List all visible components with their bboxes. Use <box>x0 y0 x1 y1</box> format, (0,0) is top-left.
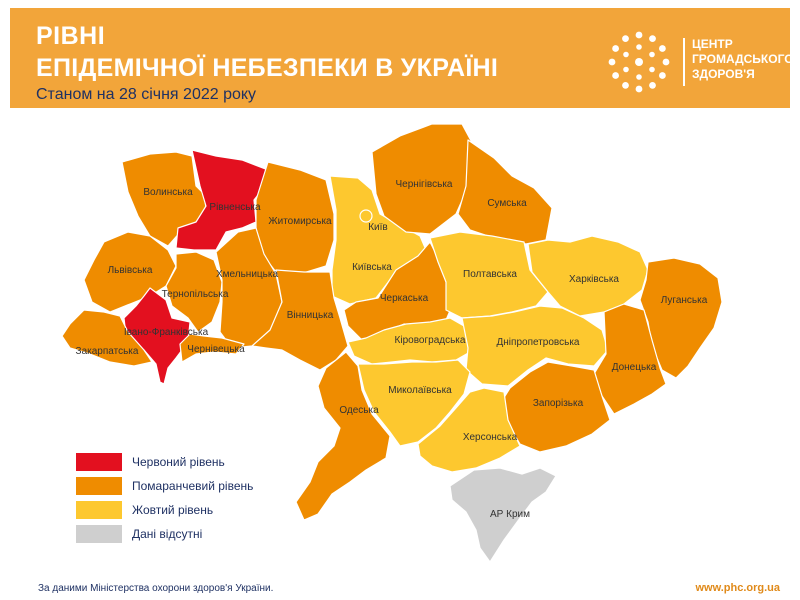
logo-text-line-2: ГРОМАДСЬКОГО <box>692 52 794 66</box>
label-donetsk: Донецька <box>612 362 657 373</box>
legend-item-gray: Дані відсутні <box>76 522 253 546</box>
region-poltava <box>429 231 549 319</box>
phc-dots-logo-icon <box>608 31 670 93</box>
label-kharkiv: Харківська <box>569 274 619 285</box>
legend: Червоний рівень Помаранчевий рівень Жовт… <box>76 450 253 546</box>
title-line-1: РІВНІ <box>36 22 106 50</box>
label-ternopil: Тернопільська <box>162 289 229 300</box>
region-kharkiv <box>527 235 649 317</box>
legend-swatch-orange <box>76 477 122 495</box>
label-sumy: Сумська <box>487 198 527 209</box>
label-dnipropetrovsk: Дніпропетровська <box>497 337 580 348</box>
logo-text-line-3: ЗДОРОВ'Я <box>692 67 755 81</box>
legend-label-gray: Дані відсутні <box>132 527 203 541</box>
label-lviv: Львівська <box>108 265 153 276</box>
label-ivano-frankivsk: Івано-Франківська <box>124 327 209 338</box>
label-odesa: Одеська <box>339 405 379 416</box>
legend-swatch-red <box>76 453 122 471</box>
label-zaporizhzhia: Запорізька <box>533 398 584 409</box>
label-zakarpattia: Закарпатська <box>76 346 139 357</box>
region-luhansk <box>639 257 723 379</box>
region-sumy <box>457 139 553 245</box>
region-ivano-frankivsk <box>123 287 191 385</box>
logo-text-line-1: ЦЕНТР <box>692 37 733 51</box>
region-crimea <box>449 467 557 563</box>
label-poltava: Полтавська <box>463 269 517 280</box>
label-kirovohrad: Кіровоградська <box>395 335 466 346</box>
region-rivne <box>175 149 269 251</box>
region-vinnytsia <box>251 269 349 371</box>
source-note: За даними Міністерства охорони здоров'я … <box>38 583 274 594</box>
label-crimea: АР Крим <box>490 509 530 520</box>
label-luhansk: Луганська <box>661 295 708 306</box>
label-vinnytsia: Вінницька <box>287 310 334 321</box>
label-cherkasy: Черкаська <box>380 293 429 304</box>
region-odesa <box>295 351 391 521</box>
label-rivne: Рівненська <box>209 202 261 213</box>
label-khmelnytskyi: Хмельницька <box>216 269 278 280</box>
label-chernihiv: Чернігівська <box>396 179 453 190</box>
legend-label-orange: Помаранчевий рівень <box>132 479 254 493</box>
logo-divider <box>683 38 685 86</box>
logo-text: ЦЕНТР ГРОМАДСЬКОГО ЗДОРОВ'Я <box>692 37 794 82</box>
legend-item-yellow: Жовтий рівень <box>76 498 253 522</box>
legend-swatch-yellow <box>76 501 122 519</box>
region-dnipropetrovsk <box>461 305 609 387</box>
region-kherson <box>417 387 521 473</box>
label-kyiv-oblast: Київська <box>352 262 392 273</box>
region-zhytomyr <box>255 161 335 275</box>
title-line-2: ЕПІДЕМІЧНОЇ НЕБЕЗПЕКИ В УКРАЇНІ <box>36 54 499 82</box>
label-chernivtsi: Чернівецька <box>187 344 245 355</box>
region-mykolaiv <box>357 359 471 447</box>
legend-item-red: Червоний рівень <box>76 450 253 474</box>
region-chernivtsi <box>179 333 245 363</box>
label-zhytomyr: Житомирська <box>268 216 332 227</box>
label-kyiv-city: Київ <box>368 222 388 233</box>
label-kherson: Херсонська <box>463 432 518 443</box>
region-kyiv-city <box>359 209 373 223</box>
legend-label-yellow: Жовтий рівень <box>132 503 214 517</box>
header-banner: РІВНІ ЕПІДЕМІЧНОЇ НЕБЕЗПЕКИ В УКРАЇНІ Ст… <box>10 8 790 108</box>
website-link[interactable]: www.phc.org.ua <box>695 582 780 594</box>
legend-swatch-gray <box>76 525 122 543</box>
label-volyn: Волинська <box>143 187 193 198</box>
legend-label-red: Червоний рівень <box>132 455 225 469</box>
legend-item-orange: Помаранчевий рівень <box>76 474 253 498</box>
region-zakarpattia <box>61 309 153 367</box>
label-mykolaiv: Миколаївська <box>388 385 452 396</box>
region-ternopil <box>165 251 223 333</box>
date-subtitle: Станом на 28 січня 2022 року <box>36 86 257 103</box>
